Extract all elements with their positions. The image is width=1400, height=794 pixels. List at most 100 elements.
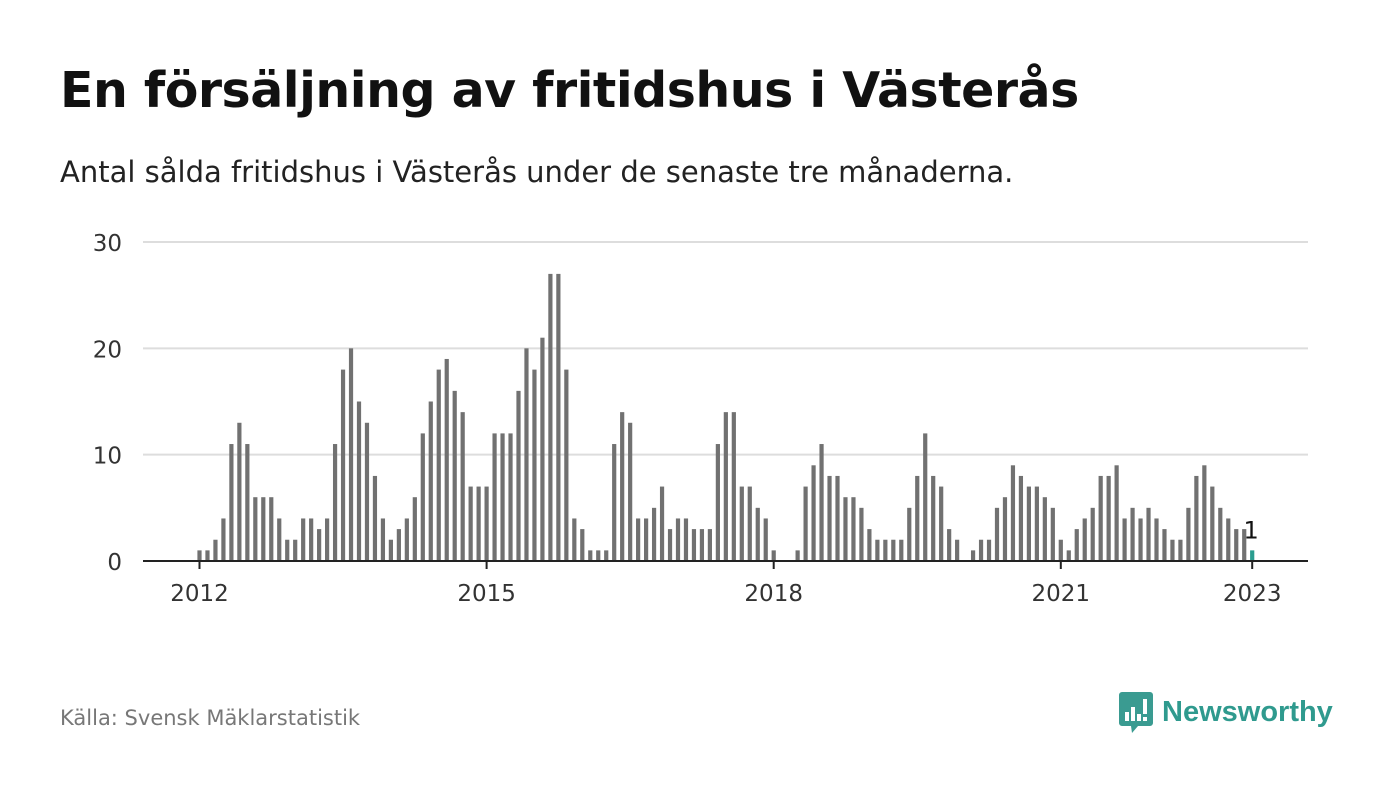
bar [795,550,800,561]
bar [492,433,497,561]
bar [915,475,920,561]
bar [428,401,433,561]
bar [667,529,673,561]
bar [644,518,649,561]
bar [317,529,322,561]
bar [931,475,936,561]
bar [1058,539,1063,561]
bar [372,475,378,561]
bar [1138,518,1143,561]
bar [835,475,840,561]
bar [891,539,896,561]
bar [460,412,465,561]
bar [723,412,728,561]
bar [636,518,641,561]
x-tick-label: 2021 [1032,581,1091,607]
bar [484,486,489,561]
bar [1098,475,1103,561]
bar [771,550,776,561]
bar [420,433,425,561]
bar [827,475,832,561]
bar [412,497,417,561]
bar [1050,507,1055,561]
bar [978,539,984,561]
bar [1066,550,1071,561]
bar [907,507,912,561]
bar [819,444,824,561]
bar [683,518,689,561]
bar [883,539,888,561]
bar [747,486,752,561]
bar [277,518,282,561]
x-tick-label: 2012 [170,581,229,607]
bar [237,422,242,561]
bar [221,518,226,561]
bar [1082,518,1087,561]
bar [1074,529,1079,561]
bar [245,444,250,561]
newsworthy-logo-icon [1119,692,1153,733]
bar [1106,475,1111,561]
brand-logo: Newsworthy [1118,690,1333,734]
bar [205,550,210,561]
bar [213,539,218,561]
bar [923,433,928,561]
y-tick-label: 10 [93,444,122,470]
bar [229,444,234,561]
bar [436,369,441,561]
bar [1194,475,1199,561]
bar [755,507,760,561]
bar [301,518,306,561]
bar [548,273,553,561]
bar [1218,507,1223,561]
bar [994,507,1000,561]
bar [947,529,952,561]
bar [1114,465,1119,561]
bar-highlight [1250,550,1255,561]
bar [811,465,816,561]
bar [285,539,290,561]
bar [939,486,944,561]
y-tick-label: 30 [93,231,122,257]
bar [1042,497,1047,561]
bar [763,518,768,561]
bar [508,433,513,561]
x-tick-label: 2023 [1223,581,1282,607]
bar [1146,507,1151,561]
bar [1018,475,1024,561]
bar [197,550,202,561]
bar [803,486,808,561]
y-tick-label: 20 [93,337,122,363]
bar [564,369,569,561]
bar [707,529,712,561]
bar [476,486,481,561]
bar [572,518,577,561]
bar [500,433,505,561]
bar [843,497,848,561]
bar [404,518,409,561]
bar [452,390,457,561]
bar [1010,465,1016,561]
bar [970,550,976,561]
bar [388,539,393,561]
bar [699,529,705,561]
bar [293,539,298,561]
bar [580,529,585,561]
bar [659,486,665,561]
bar [524,348,529,561]
bar [604,550,609,561]
bar [1170,539,1175,561]
chart-subtitle: Antal sålda fritidshus i Västerås under … [60,155,1014,189]
bar [739,486,744,561]
bar [1242,529,1247,561]
bar [1026,486,1031,561]
bar [364,422,370,561]
bar [875,539,880,561]
bar [380,518,386,561]
bar [325,518,330,561]
bar [628,422,633,561]
bar [468,486,473,561]
bar [261,497,266,561]
bar [532,369,537,561]
bar [1130,507,1135,561]
